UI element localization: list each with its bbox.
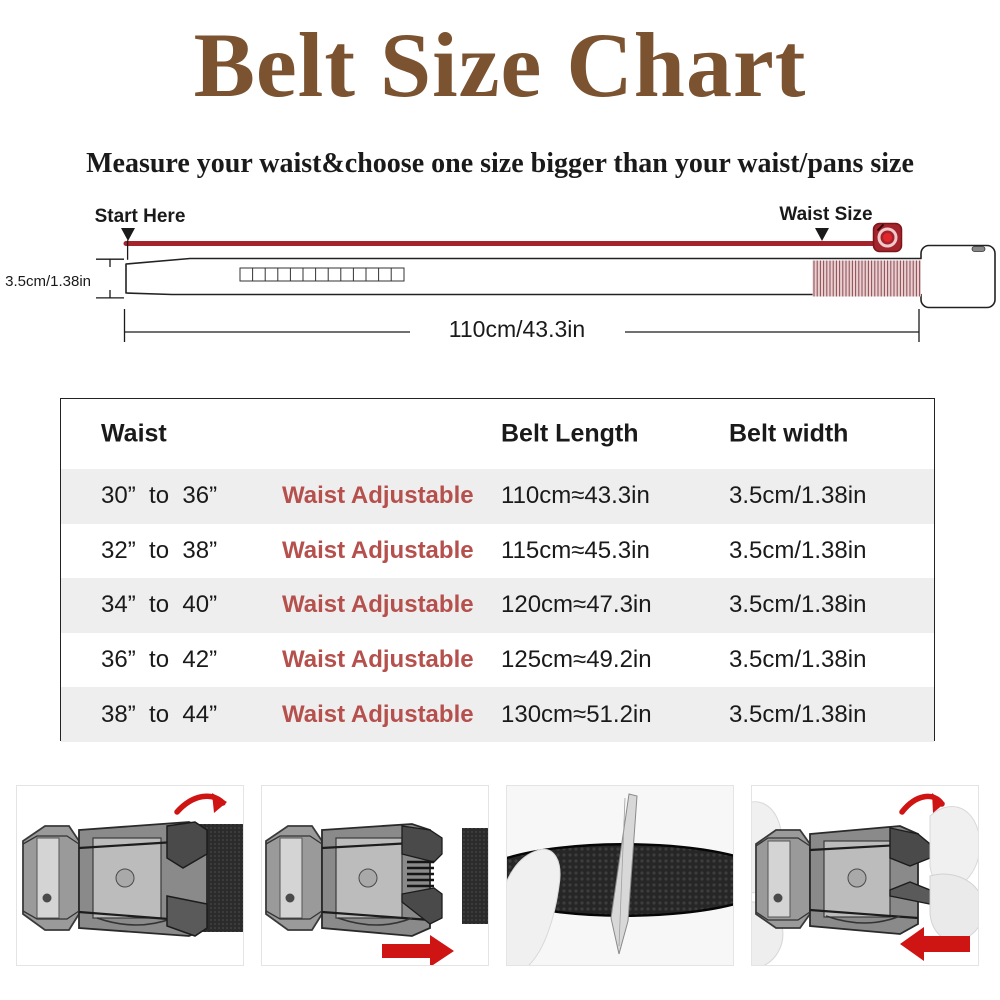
svg-text:Start Here: Start Here xyxy=(95,206,186,227)
svg-text:110cm/43.3in: 110cm/43.3in xyxy=(449,316,585,342)
svg-text:Waist Size: Waist Size xyxy=(779,204,872,225)
svg-text:3.5cm/1.38in: 3.5cm/1.38in xyxy=(5,273,91,290)
